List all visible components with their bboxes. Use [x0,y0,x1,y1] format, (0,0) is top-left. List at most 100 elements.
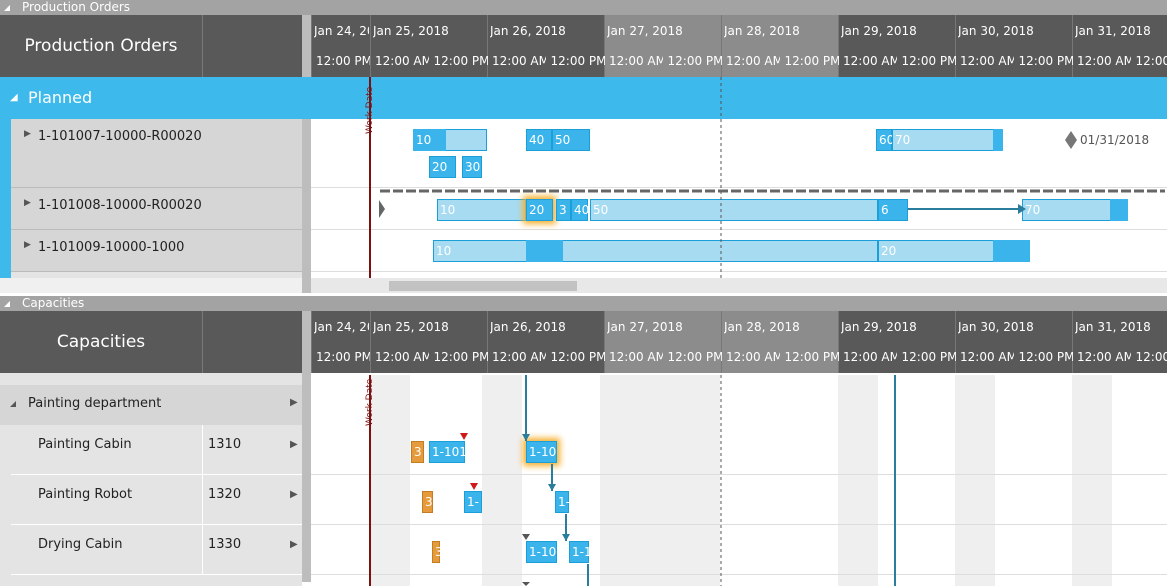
row-line [311,187,1167,188]
collapse-icon: ◢ [4,3,11,12]
cell-divider [202,425,203,475]
row-label[interactable]: 1-101009-10000-1000 [38,240,185,255]
day-header [1072,15,1167,77]
time-label: 12:00 PM [1135,350,1167,364]
row-header [11,119,302,188]
time-label: 12:00 PM [784,54,839,68]
day-label: Jan 28, 2018 [724,24,800,38]
task-bar [429,441,465,463]
task-bar-label: 20 [881,244,897,258]
time-label: 12:00 AM [1077,350,1131,364]
milestone [1065,131,1077,149]
late-flag [460,433,468,440]
time-label: 12:00 AM [726,54,780,68]
task-progress [993,129,1003,151]
time-label: 12:00 PM [1135,54,1167,68]
row-label[interactable]: 1-101008-10000-R00020 [38,198,202,213]
time-label: 12:00 AM [609,54,663,68]
day-label: Jan 30, 2018 [958,24,1034,38]
row-header [11,475,302,525]
day-header [721,311,838,373]
task-bar [411,441,424,463]
group-header [0,385,302,425]
time-label: 12:00 AM [843,350,897,364]
task-bar-label: 50 [593,203,609,217]
cell-divider [202,525,203,575]
resource-name[interactable]: Drying Cabin [38,537,123,552]
day-header [838,15,955,77]
day-label: Jan 28, 2018 [724,320,800,334]
time-label: 12:00 AM [609,350,663,364]
task-bar-label: 3 [414,445,422,459]
task-bar-label: 60 [879,133,892,147]
day-header [604,311,721,373]
row-line [311,271,1167,272]
task-progress [993,240,1030,262]
group-label[interactable]: Planned [28,88,93,107]
resource-name[interactable]: Painting Robot [38,487,133,502]
resource-code: 1320 [208,487,242,502]
task-bar-label: 20 [432,160,448,174]
group-arrow: ▶ [290,397,298,408]
task-bar-label: 1-10 [529,545,557,559]
dependency [551,464,589,586]
group-toggle: ◢ [10,399,17,408]
section-strip [0,296,1167,311]
resource-name[interactable]: Painting Cabin [38,437,132,452]
time-label: 12:00 PM [667,54,722,68]
day-header [487,311,604,373]
section-strip [0,0,1167,15]
collapse-icon: ◢ [4,299,11,308]
group-row [0,77,1167,119]
row-header [11,188,302,230]
row-arrow: ▶ [290,439,298,450]
task-bar-label: 6 [881,203,889,217]
resource-code: 1310 [208,437,242,452]
day-header [721,15,838,77]
left-bottom [11,272,302,278]
group-label[interactable]: Painting department [28,396,162,411]
row-header [11,525,302,575]
expand-icon: ▶ [24,240,31,250]
task-bar-label: 1-10 [529,445,557,459]
day-label: Jan 27, 2018 [607,24,683,38]
task-bar-label: 1-101 [432,445,465,459]
day-header [1072,311,1167,373]
task-bar-label: 3 [435,545,440,559]
row-header [11,425,302,475]
task-bar-label: 1-1 [572,545,589,559]
section-title: Production Orders [22,0,131,14]
header-title: Capacities [56,332,146,352]
task-bar-label: 70 [1025,203,1041,217]
task-bar-label: 70 [895,133,911,147]
time-label: 12:00 AM [960,350,1014,364]
day-label: Jan 30, 2018 [958,320,1034,334]
time-label: 12:00 AM [1077,54,1131,68]
day-header [311,15,370,77]
row-line [311,524,1167,525]
row-line [311,574,1167,575]
expand-icon: ▶ [24,198,31,208]
day-header [370,15,487,77]
expand-icon: ▶ [24,129,31,139]
time-label: 12:00 AM [375,54,429,68]
scroll-thumb[interactable] [389,281,577,291]
day-label: Jan 26, 2018 [490,320,566,334]
row-label[interactable]: 1-101007-10000-R00020 [38,129,202,144]
dependency-arrow [522,434,530,441]
task-bar [464,491,482,513]
header-divider [202,311,203,373]
dependency-arrow [548,484,556,491]
row-arrow: ▶ [290,489,298,500]
day-label: Jan 24, 20 [314,320,369,334]
task-bar-label: 40 [529,133,545,147]
start-flag [522,582,530,586]
header-left [0,15,302,77]
day-header [370,311,487,373]
row-header [11,230,302,272]
day-label: Jan 25, 2018 [373,320,449,334]
task-progress [1110,199,1128,221]
time-label: 12:00 PM [901,350,956,364]
milestone-label: 01/31/2018 [1080,133,1150,147]
task-bar [556,199,571,221]
